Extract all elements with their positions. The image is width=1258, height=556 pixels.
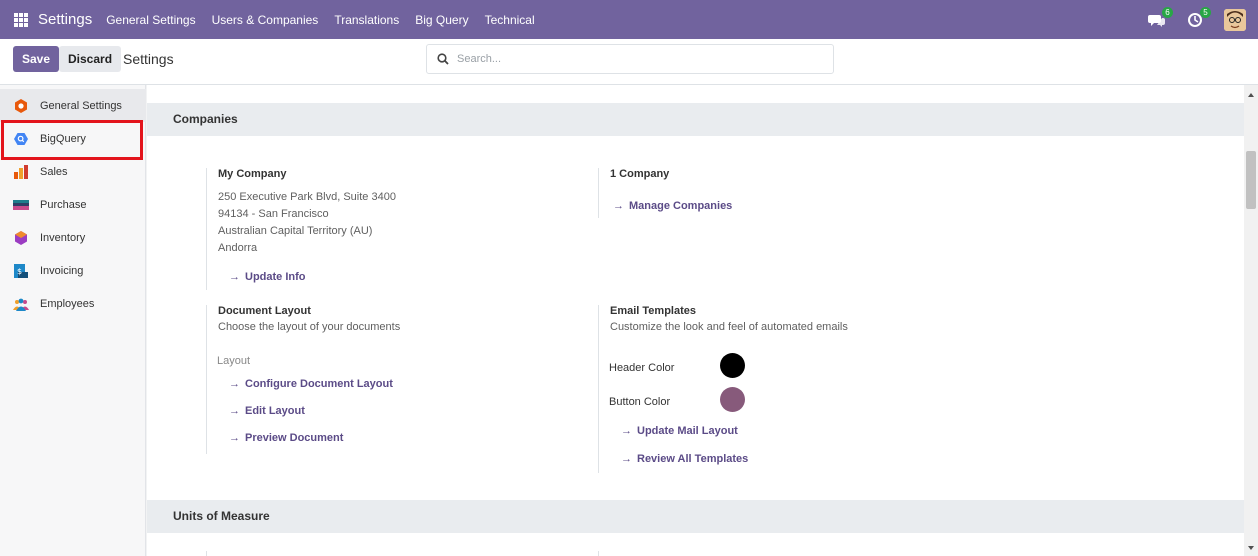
section-title-companies: Companies — [147, 103, 1244, 136]
user-avatar[interactable] — [1224, 8, 1246, 31]
update-info-label: Update Info — [245, 271, 306, 283]
sales-icon — [14, 164, 28, 179]
sidebar-item-employees[interactable]: Employees — [0, 287, 146, 320]
arrow-right-icon: → — [613, 200, 624, 212]
inventory-icon — [15, 230, 27, 245]
scroll-down-arrow-icon[interactable] — [1248, 546, 1254, 550]
sidebar-item-purchase[interactable]: Purchase — [0, 188, 146, 221]
update-info-link[interactable]: → Update Info — [229, 271, 306, 283]
address-line: 250 Executive Park Blvd, Suite 3400 — [218, 191, 396, 203]
update-mail-layout-link[interactable]: → Update Mail Layout — [621, 425, 738, 437]
button-color-swatch[interactable] — [720, 387, 745, 412]
email-templates-description: Customize the look and feel of automated… — [610, 321, 848, 333]
layout-label: Layout — [217, 355, 251, 367]
menu-general-settings[interactable]: General Settings — [106, 12, 196, 27]
my-company-title: My Company — [218, 168, 287, 180]
edit-layout-label: Edit Layout — [245, 405, 305, 417]
sidebar-item-invoicing[interactable]: $ Invoicing — [0, 254, 146, 287]
document-layout-description: Choose the layout of your documents — [218, 321, 401, 333]
units-block-right — [598, 551, 918, 556]
header-color-swatch[interactable] — [720, 353, 745, 378]
messages-icon[interactable]: 6 — [1148, 6, 1173, 29]
sidebar-item-label: Employees — [40, 297, 95, 310]
sidebar-item-label: Sales — [40, 165, 68, 178]
document-layout-title: Document Layout — [218, 305, 311, 317]
employees-icon — [13, 298, 29, 311]
menu-big-query[interactable]: Big Query — [415, 12, 469, 27]
save-button[interactable]: Save — [13, 46, 60, 72]
settings-content: Companies My Company 250 Executive Park … — [147, 85, 1244, 556]
company-address: 250 Executive Park Blvd, Suite 3400 9413… — [218, 189, 526, 257]
arrow-right-icon: → — [229, 405, 240, 417]
search-icon — [437, 53, 449, 65]
menu-technical[interactable]: Technical — [484, 12, 535, 27]
configure-document-layout-link[interactable]: → Configure Document Layout — [229, 378, 393, 390]
arrow-right-icon: → — [229, 432, 240, 444]
email-templates-block: Email Templates Customize the look and f… — [598, 305, 928, 473]
sidebar-item-label: BigQuery — [40, 132, 86, 145]
activities-clock-icon[interactable]: 5 — [1186, 6, 1211, 29]
main-scrollbar[interactable] — [1244, 85, 1258, 556]
control-panel: Save Discard Settings — [0, 39, 1258, 85]
sidebar-item-label: Inventory — [40, 231, 86, 244]
sidebar-item-general-settings[interactable]: General Settings — [0, 89, 146, 122]
apps-grid-icon[interactable] — [14, 12, 28, 27]
review-all-templates-label: Review All Templates — [637, 453, 749, 465]
document-layout-block: Document Layout Choose the layout of you… — [206, 305, 526, 454]
scroll-up-arrow-icon[interactable] — [1248, 93, 1254, 97]
messages-badge: 6 — [1162, 6, 1173, 18]
sidebar-item-inventory[interactable]: Inventory — [0, 221, 146, 254]
arrow-right-icon: → — [621, 453, 632, 465]
general-settings-icon — [15, 98, 27, 113]
company-count-block: 1 Company — [598, 168, 918, 218]
sidebar-item-label: Purchase — [40, 198, 87, 211]
settings-sidebar: General Settings BigQuery Sales Purchase… — [0, 85, 146, 556]
page-title: Settings — [123, 51, 174, 67]
review-all-templates-link[interactable]: → Review All Templates — [621, 453, 748, 465]
header-color-label: Header Color — [609, 362, 675, 374]
sidebar-item-label: Invoicing — [40, 264, 84, 277]
address-line: 94134 - San Francisco — [218, 208, 329, 220]
edit-layout-link[interactable]: → Edit Layout — [229, 405, 305, 417]
units-block-left — [206, 551, 526, 556]
update-mail-layout-label: Update Mail Layout — [637, 425, 738, 437]
preview-document-link[interactable]: → Preview Document — [229, 432, 343, 444]
button-color-label: Button Color — [609, 396, 671, 408]
manage-companies-label: Manage Companies — [629, 200, 733, 212]
search-box[interactable] — [426, 44, 834, 74]
sidebar-item-bigquery[interactable]: BigQuery — [0, 122, 146, 155]
arrow-right-icon: → — [229, 378, 240, 390]
configure-document-layout-label: Configure Document Layout — [245, 378, 393, 390]
address-line: Australian Capital Territory (AU) — [218, 225, 373, 237]
search-input[interactable] — [457, 53, 807, 65]
menu-users-companies[interactable]: Users & Companies — [211, 12, 319, 27]
invoicing-icon: $ — [14, 263, 28, 278]
sidebar-item-label: General Settings — [40, 99, 122, 112]
app-brand[interactable]: Settings — [38, 11, 93, 28]
scroll-thumb[interactable] — [1246, 151, 1256, 209]
arrow-right-icon: → — [621, 425, 632, 437]
bigquery-icon — [14, 132, 28, 145]
top-navbar: Settings General Settings Users & Compan… — [0, 0, 1258, 39]
activities-badge: 5 — [1200, 6, 1211, 18]
address-line: Andorra — [218, 242, 258, 254]
arrow-right-icon: → — [229, 271, 240, 283]
company-count-title: 1 Company — [610, 168, 670, 180]
section-title-units-of-measure: Units of Measure — [147, 500, 1244, 533]
menu-translations[interactable]: Translations — [334, 12, 400, 27]
my-company-block: My Company 250 Executive Park Blvd, Suit… — [206, 168, 526, 290]
purchase-icon — [13, 199, 29, 210]
svg-text:$: $ — [17, 267, 22, 276]
sidebar-item-sales[interactable]: Sales — [0, 155, 146, 188]
discard-button[interactable]: Discard — [59, 46, 122, 72]
email-templates-title: Email Templates — [610, 305, 696, 317]
preview-document-label: Preview Document — [245, 432, 344, 444]
manage-companies-link[interactable]: → Manage Companies — [613, 200, 732, 212]
